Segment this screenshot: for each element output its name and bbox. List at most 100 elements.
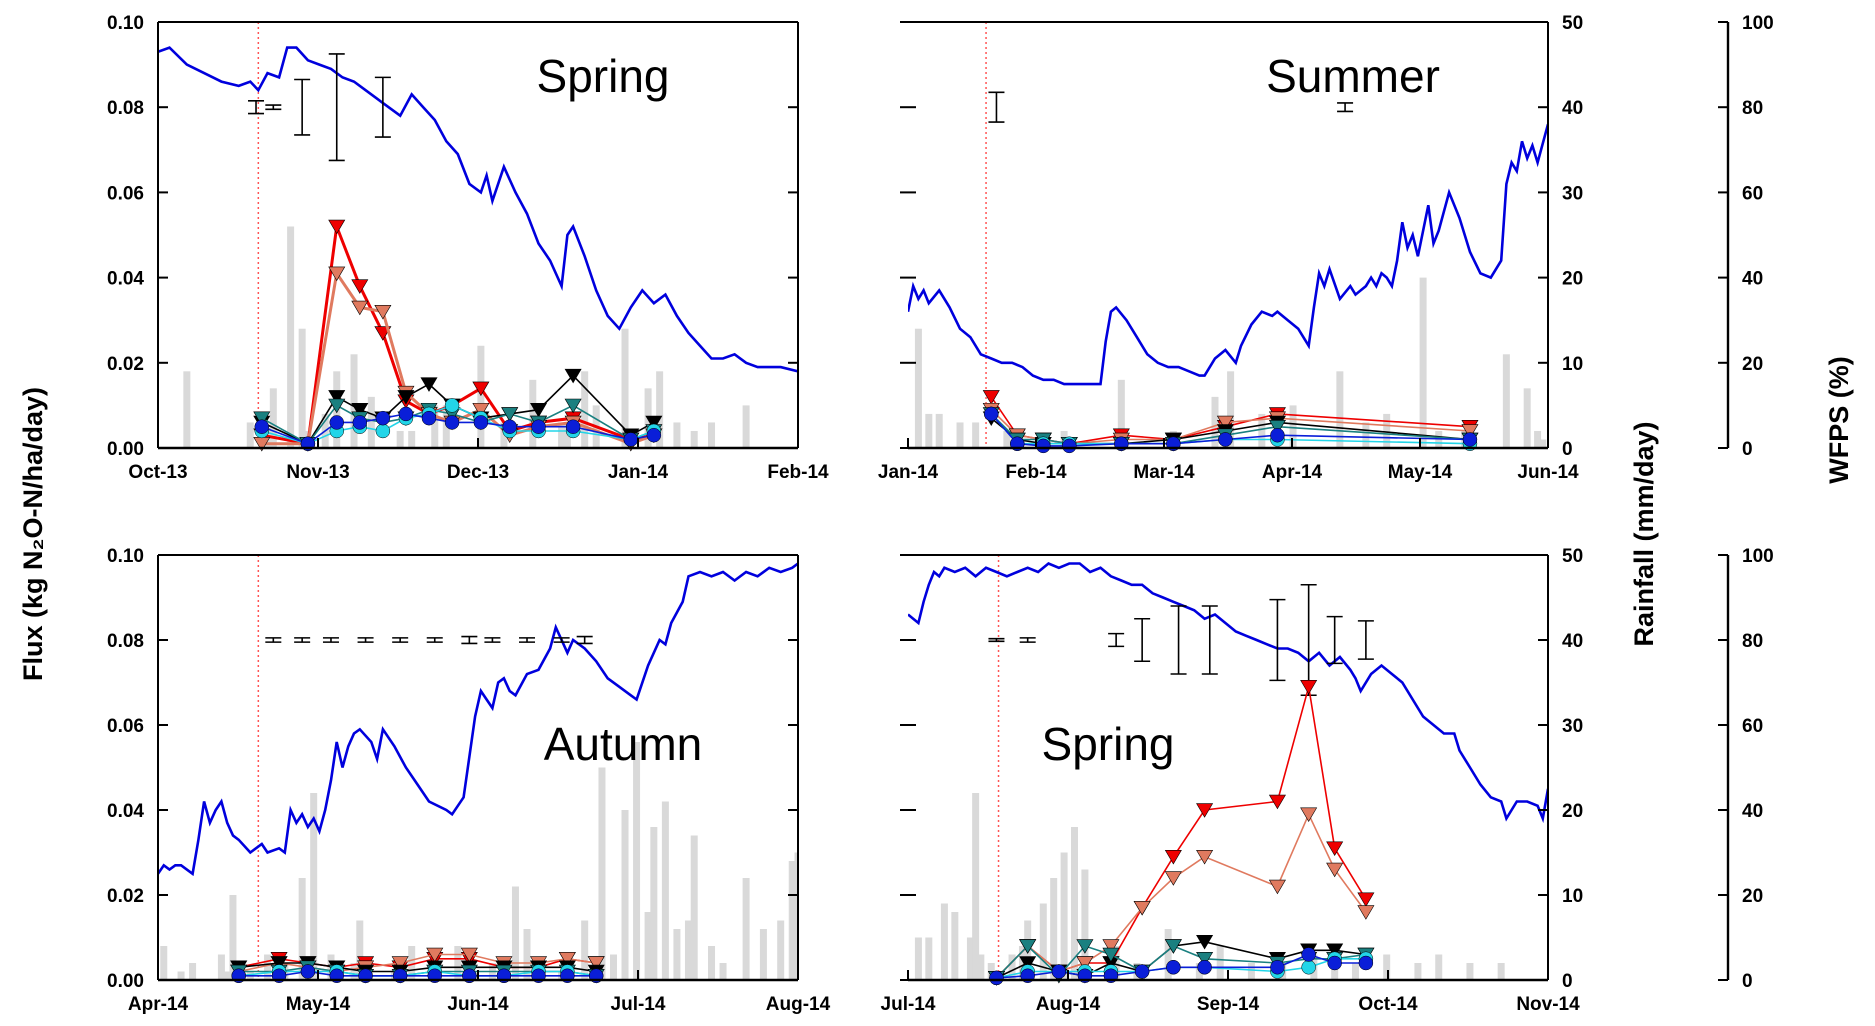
data-point xyxy=(328,219,346,235)
data-point xyxy=(564,368,582,384)
error-bar xyxy=(576,635,593,645)
x-tick-label: Apr-14 xyxy=(1262,462,1323,483)
data-point xyxy=(300,964,316,979)
data-point xyxy=(1268,419,1286,435)
data-point xyxy=(460,947,478,963)
rainfall-bar xyxy=(972,793,980,980)
chart-panels: 0.00 0.02 0.04 0.06 0.08 0.10 Oct-13 Nov-13 Dec-… xyxy=(107,13,1583,1015)
data-point xyxy=(270,956,288,971)
rainfall-bar xyxy=(1336,371,1344,448)
data-point xyxy=(375,423,391,439)
data-point xyxy=(1270,427,1285,443)
data-point xyxy=(587,956,605,971)
y2-tick-label: 40 xyxy=(1562,98,1583,119)
data-point xyxy=(502,419,517,434)
data-point xyxy=(1102,939,1120,954)
data-point xyxy=(472,402,490,418)
x-tick-label: Aug-14 xyxy=(766,994,831,1015)
rainfall-bar xyxy=(708,422,716,448)
data-point xyxy=(1326,862,1344,878)
data-point xyxy=(397,390,415,405)
wfps-axis: 0 20 40 60 80 100 0 20 40 60 80 100 xyxy=(1718,13,1774,992)
rainfall-bar xyxy=(431,405,439,448)
wfps-tick-label: 40 xyxy=(1742,269,1763,290)
rainfall-bars xyxy=(160,742,798,980)
x-tick-label: Apr-14 xyxy=(128,994,189,1015)
y-tick-label: 0.06 xyxy=(107,716,144,737)
rainfall-bar xyxy=(914,937,922,980)
y-tick-label: 0.00 xyxy=(107,439,144,460)
y2-tick-label: 10 xyxy=(1562,354,1583,375)
x-tick-label: Sep-14 xyxy=(1197,994,1260,1015)
rainfall-bar xyxy=(1008,954,1016,980)
error-bar xyxy=(322,637,339,643)
rainfall-bar xyxy=(1117,379,1125,448)
rainfall-bar xyxy=(650,827,658,980)
data-point xyxy=(1462,432,1478,447)
rainfall-bar xyxy=(777,920,785,980)
data-point xyxy=(558,952,576,967)
chart-panel: 0 10 20 30 40 50 Jul-14 Aug-14 Sep-14 Oct-14 Nov-1… xyxy=(881,546,1584,1015)
rainfall-bar xyxy=(1362,422,1370,448)
y-tick-label: 0.00 xyxy=(107,971,144,992)
panel-axes: 0 10 20 30 40 50 Jan-14 Feb-14 Mar-14 Apr-14 May-1… xyxy=(878,13,1583,483)
error-bar xyxy=(1326,615,1343,665)
wfps-line xyxy=(158,562,798,877)
y-tick-label: 0.02 xyxy=(107,886,144,907)
data-point xyxy=(254,419,270,434)
rainfall-bar xyxy=(183,371,191,448)
data-point xyxy=(352,415,368,430)
rainfall-bar xyxy=(925,937,933,980)
data-point xyxy=(420,377,438,392)
rainfall-bar xyxy=(788,861,796,980)
error-bar xyxy=(1019,637,1036,643)
data-point xyxy=(645,415,663,431)
rainfall-bar xyxy=(644,912,652,980)
rainfall-bar xyxy=(1112,946,1120,980)
data-point xyxy=(1051,964,1067,979)
y2-tick-label: 50 xyxy=(1562,546,1583,567)
rainfall-bar xyxy=(217,954,225,980)
x-tick-label: Jun-14 xyxy=(1517,462,1579,483)
rainfall-bar xyxy=(408,430,416,448)
rainfall-bar xyxy=(661,801,669,980)
series-line xyxy=(261,404,655,445)
rainfall-bar xyxy=(1351,963,1359,980)
rainfall-bar xyxy=(1216,946,1224,980)
rainfall-bar xyxy=(350,354,358,448)
rainfall-bar xyxy=(951,912,959,980)
rainfall-bar xyxy=(356,920,364,980)
data-point xyxy=(1164,939,1182,954)
data-point xyxy=(989,970,1004,986)
data-point xyxy=(1036,438,1051,454)
panel-axes: 0.00 0.02 0.04 0.06 0.08 0.10 Apr-14 May-14 Jun-… xyxy=(107,546,831,1015)
x-tick-label: Dec-13 xyxy=(447,462,509,483)
error-bar xyxy=(265,637,282,643)
rainfall-bar xyxy=(794,852,798,980)
wfps-line xyxy=(158,46,798,373)
rainfall-bar xyxy=(1414,963,1422,980)
error-bar xyxy=(553,637,570,643)
data-point xyxy=(1327,955,1342,971)
rainfall-bar xyxy=(1534,430,1542,448)
rainfall-bar xyxy=(1050,878,1058,980)
rainfall-bar xyxy=(742,405,750,448)
rainfall-bar xyxy=(708,946,716,980)
rainfall-bar xyxy=(177,971,185,980)
wfps-tick-label: 20 xyxy=(1742,354,1763,375)
x-tick-label: Nov-13 xyxy=(286,462,349,483)
rainfall-bar xyxy=(264,954,272,980)
rainfall-bar xyxy=(1060,852,1068,980)
x-tick-label: May-14 xyxy=(286,994,351,1015)
data-point xyxy=(1300,680,1318,695)
data-point xyxy=(473,415,489,430)
error-bar xyxy=(1337,102,1354,113)
rainfall-bar xyxy=(966,937,974,980)
data-point xyxy=(646,427,662,443)
flux-series-blue xyxy=(254,406,662,451)
data-point xyxy=(391,956,409,971)
x-tick-label: Feb-14 xyxy=(1005,462,1067,483)
rainfall-bar xyxy=(1523,388,1531,448)
rainfall-bar xyxy=(1419,277,1427,448)
rainfall-bar xyxy=(1466,963,1474,980)
